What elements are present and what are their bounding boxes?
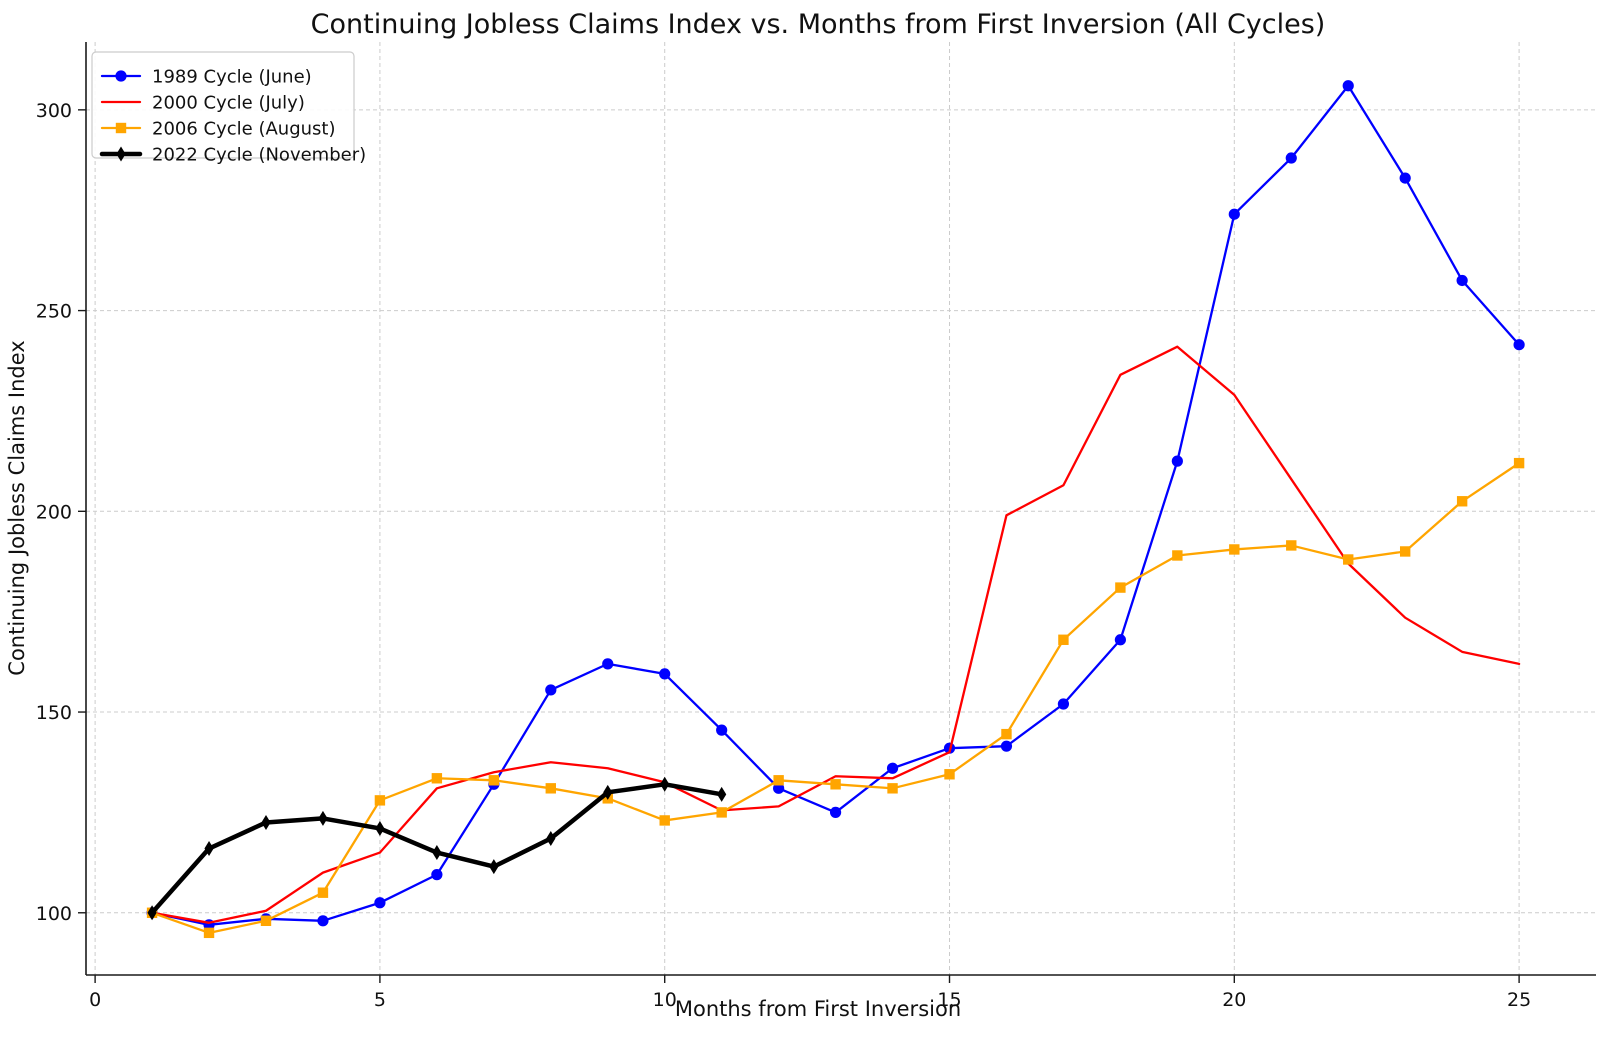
x-tick-label: 15	[937, 989, 961, 1011]
legend-label: 2006 Cycle (August)	[152, 119, 335, 140]
legend-label: 2000 Cycle (July)	[152, 93, 305, 114]
series-line	[150, 345, 1521, 924]
series-marker	[1399, 172, 1411, 184]
series-line	[150, 84, 1521, 926]
series-marker	[660, 776, 670, 792]
series-marker	[1058, 634, 1069, 645]
series-marker	[716, 807, 727, 818]
series-marker	[545, 684, 557, 696]
series-marker	[1456, 496, 1468, 507]
series-marker	[1000, 740, 1013, 752]
legend-label: 2022 Cycle (November)	[152, 145, 366, 166]
series-marker	[374, 897, 386, 909]
series-2	[150, 345, 1521, 924]
series-marker	[1229, 544, 1240, 555]
series-marker	[431, 773, 443, 784]
series-marker	[431, 869, 443, 881]
x-tick-label: 10	[653, 989, 677, 1011]
series-marker	[1456, 274, 1468, 287]
legend-frame	[91, 51, 355, 159]
series-marker	[261, 814, 271, 830]
legend-label: 1989 Cycle (June)	[152, 67, 312, 88]
series-marker	[1115, 582, 1126, 593]
series-marker	[1286, 540, 1297, 551]
series-marker	[659, 668, 671, 680]
series-marker	[829, 806, 842, 819]
legend-entry: 2022 Cycle (November)	[99, 145, 366, 166]
series-marker	[887, 783, 898, 794]
series-marker	[204, 841, 214, 857]
series-marker	[317, 887, 329, 898]
chart-title: Continuing Jobless Claims Index vs. Mont…	[311, 9, 1326, 40]
series-marker	[886, 762, 899, 774]
y-axis-label: Continuing Jobless Claims Index	[5, 340, 29, 675]
series-marker	[1114, 634, 1126, 646]
y-tick-label: 250	[36, 301, 72, 323]
series-marker	[773, 782, 785, 794]
series-marker	[317, 915, 329, 927]
series-marker	[1399, 546, 1411, 557]
series-marker	[546, 831, 556, 847]
series-marker	[489, 859, 499, 875]
series-marker	[545, 783, 556, 794]
series-1	[146, 80, 1525, 931]
series-marker	[318, 810, 328, 826]
series-marker	[716, 724, 728, 736]
x-tick-label: 5	[374, 989, 386, 1011]
legend-marker	[116, 146, 126, 162]
x-tick-label: 25	[1507, 989, 1531, 1011]
y-tick-label: 200	[36, 501, 72, 523]
series-marker	[830, 779, 841, 790]
series-marker	[374, 795, 386, 806]
series-marker	[1172, 550, 1183, 561]
series-marker	[659, 815, 670, 826]
axes: 0 5 10 15 20 25 100 150 200 250 300	[36, 42, 1596, 1011]
y-tick-label: 300	[36, 100, 72, 122]
series-marker	[432, 845, 442, 861]
data-series	[146, 80, 1525, 939]
series-marker	[1001, 728, 1012, 740]
series-marker	[602, 658, 614, 670]
series-marker	[717, 786, 727, 802]
legend-marker	[115, 122, 127, 134]
series-marker	[203, 927, 215, 939]
series-marker	[603, 784, 613, 800]
series-marker	[1513, 339, 1525, 351]
x-tick-label: 20	[1222, 989, 1246, 1011]
series-line	[150, 461, 1521, 934]
series-marker	[1513, 457, 1525, 469]
y-tick-label: 150	[36, 702, 72, 724]
x-axis-label: Months from First Inversion	[675, 997, 961, 1021]
series-3	[146, 457, 1525, 939]
series-marker	[488, 775, 500, 786]
legend-entry: 2006 Cycle (August)	[100, 119, 335, 140]
series-marker	[1342, 80, 1354, 92]
series-4	[147, 776, 727, 921]
legend-marker	[115, 70, 127, 82]
series-marker	[773, 775, 784, 786]
legend: 1989 Cycle (June) 2000 Cycle (July) 2006 C…	[91, 51, 366, 166]
series-marker	[1228, 208, 1240, 220]
series-marker	[260, 915, 272, 927]
legend-entry: 1989 Cycle (June)	[100, 67, 312, 88]
y-tick-label: 100	[36, 903, 72, 925]
series-marker	[375, 820, 385, 836]
series-marker	[1285, 152, 1297, 164]
series-marker	[944, 769, 955, 780]
series-marker	[147, 905, 157, 921]
legend-entry: 2000 Cycle (July)	[100, 93, 305, 114]
x-tick-label: 0	[89, 989, 101, 1011]
series-marker	[1057, 698, 1070, 710]
grid-lines	[86, 42, 1596, 975]
series-marker	[1343, 554, 1354, 565]
series-marker	[1171, 455, 1183, 467]
